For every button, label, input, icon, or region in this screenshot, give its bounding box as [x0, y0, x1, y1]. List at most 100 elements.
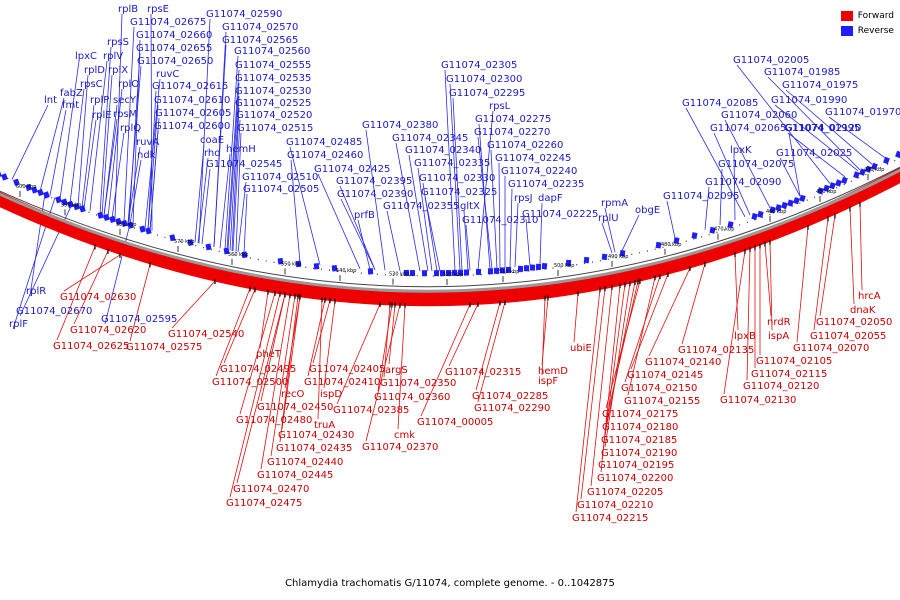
reverse-gene-label: rplV	[103, 51, 123, 62]
reverse-gene-label: G11074_02570	[222, 22, 298, 33]
reverse-leader-line	[719, 168, 723, 226]
reverse-leader-line	[77, 74, 89, 207]
forward-leader-line	[734, 254, 739, 331]
reverse-gene-label: hemH	[226, 144, 256, 155]
reverse-gene-label: ruvA	[136, 137, 159, 148]
reverse-leader-line	[465, 224, 471, 271]
reverse-gene-label: G11074_02060	[721, 110, 797, 121]
backbone-ring	[0, 168, 900, 293]
forward-gene-label: G11074_02105	[756, 356, 832, 367]
reverse-gene-feature	[97, 211, 104, 219]
reverse-gene-label: rpsL	[489, 101, 511, 112]
forward-gene-label: G11074_02370	[362, 442, 438, 453]
forward-leader-line	[377, 304, 393, 392]
reverse-gene-feature	[367, 268, 374, 275]
scale-tick-label: 530 kbp	[389, 272, 409, 278]
reverse-leader-line	[724, 119, 771, 209]
reverse-gene-label: fabZ	[60, 88, 83, 99]
forward-gene-label: G11074_02050	[816, 317, 892, 328]
reverse-gene-feature	[565, 259, 572, 267]
reverse-gene-label: G11074_02260	[487, 140, 563, 151]
forward-leader-line	[580, 288, 606, 500]
forward-gene-label: G11074_02210	[577, 500, 653, 511]
reverse-leader-line	[111, 132, 125, 219]
reverse-leader-line	[463, 210, 469, 271]
reverse-leader-line	[227, 82, 240, 251]
scale-tick-label: 600 kbp	[16, 184, 36, 190]
forward-leader-line	[259, 291, 269, 349]
reverse-gene-feature	[601, 253, 608, 261]
forward-leader-line	[270, 295, 296, 457]
reverse-leader-line	[194, 144, 205, 243]
reverse-gene-label: G11074_02395	[336, 176, 412, 187]
reverse-gene-label: G11074_02310	[462, 215, 538, 226]
reverse-leader-line	[83, 119, 97, 209]
reverse-gene-label: G11074_02535	[235, 73, 311, 84]
reverse-leader-line	[129, 159, 142, 225]
forward-leader-line	[63, 254, 121, 292]
reverse-gene-feature	[841, 176, 848, 184]
forward-leader-line	[601, 284, 626, 460]
forward-gene-label: G11074_00005	[417, 417, 493, 428]
reverse-leader-line	[424, 196, 441, 272]
reverse-gene-label: G11074_02675	[130, 17, 206, 28]
reverse-gene-label: G11074_02425	[314, 164, 390, 175]
forward-gene-label: G11074_02150	[621, 383, 697, 394]
reverse-leader-line	[788, 132, 801, 197]
reverse-gene-label: rplB	[118, 4, 138, 15]
forward-gene-label: G11074_02140	[645, 357, 721, 368]
forward-gene-label: G11074_02195	[598, 460, 674, 471]
forward-leader-line	[605, 281, 639, 422]
reverse-gene-label: lpxK	[730, 145, 752, 156]
scale-tick-label: 450 kbp	[816, 189, 836, 195]
reverse-gene-feature	[817, 187, 824, 195]
map-caption: Chlamydia trachomatis G/11074, complete …	[285, 578, 615, 589]
reverse-gene-feature	[757, 210, 764, 218]
forward-leader-line	[604, 281, 636, 435]
gene-features	[0, 150, 900, 308]
reverse-gene-label: G11074_02300	[446, 74, 522, 85]
forward-gene-label: G11074_02185	[601, 435, 677, 446]
reverse-gene-feature	[517, 265, 524, 272]
reverse-leader-line	[317, 173, 361, 269]
reverse-leader-line	[197, 157, 209, 244]
reverse-gene-label: G11074_02235	[508, 179, 584, 190]
reverse-gene-label: G11074_02090	[705, 177, 781, 188]
forward-gene-label: G11074_02290	[474, 403, 550, 414]
reverse-gene-label: G11074_02245	[495, 153, 571, 164]
forward-leader-line	[746, 249, 751, 381]
reverse-gene-feature	[451, 269, 458, 276]
reverse-gene-label: G11074_02555	[235, 60, 311, 71]
forward-leader-line	[819, 215, 836, 317]
reverse-gene-feature	[187, 239, 194, 247]
forward-gene-label: G11074_02360	[374, 392, 450, 403]
forward-gene-label: G11074_02480	[236, 415, 312, 426]
reverse-gene-label: ndk	[137, 150, 156, 161]
reverse-gene-feature	[793, 197, 800, 205]
reverse-gene-feature	[13, 178, 20, 186]
forward-leader-line	[317, 299, 323, 420]
reverse-gene-label: rpsE	[147, 4, 169, 15]
reverse-gene-feature	[127, 221, 134, 229]
reverse-gene-feature	[331, 265, 338, 272]
reverse-gene-label: G11074_02305	[441, 60, 517, 71]
scale-tick-label: 580 kbp	[116, 222, 136, 228]
forward-leader-line	[448, 303, 479, 367]
reverse-leader-line	[290, 159, 301, 263]
reverse-leader-line	[601, 222, 613, 254]
reverse-leader-line	[774, 104, 859, 172]
forward-gene-label: G11074_02130	[720, 395, 796, 406]
scale-tick-label: 590 kbp	[61, 202, 81, 208]
reverse-gene-label: rplE	[92, 110, 112, 121]
reverse-gene-feature	[493, 267, 500, 274]
reverse-leader-line	[452, 97, 463, 271]
reverse-gene-label: coaE	[200, 135, 224, 146]
forward-gene-label: G11074_02450	[257, 402, 333, 413]
reverse-gene-feature	[55, 196, 62, 204]
forward-gene-label: ispA	[768, 331, 789, 342]
forward-leader-line	[279, 296, 299, 443]
reverse-gene-feature	[121, 219, 128, 227]
reverse-leader-line	[201, 168, 211, 245]
forward-gene-label: nrdR	[767, 317, 791, 328]
